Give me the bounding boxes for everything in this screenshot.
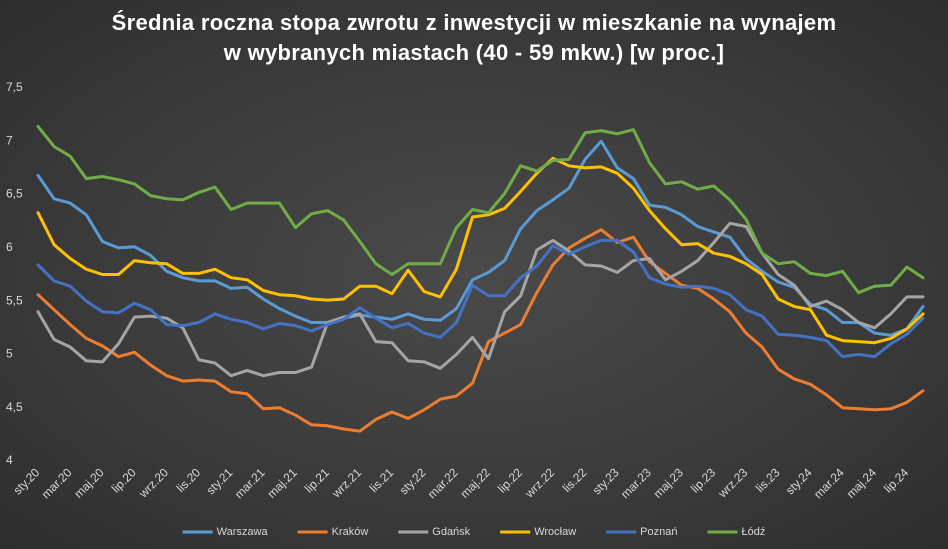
y-tick-label: 6,5 [6, 187, 23, 201]
x-tick-label: maj.20 [71, 465, 107, 501]
legend-label: Łódź [741, 526, 765, 538]
x-tick-label: maj.24 [844, 465, 880, 501]
y-tick-label: 7,5 [6, 80, 23, 94]
x-tick-label: lis.22 [560, 465, 590, 495]
x-tick-label: mar.20 [39, 465, 75, 501]
x-tick-label: maj.22 [458, 465, 494, 501]
chart-title: Średnia roczna stopa zwrotu z inwestycji… [111, 10, 837, 65]
x-tick-label: maj.23 [651, 465, 687, 501]
series-line [36, 124, 925, 295]
x-tick-label: wrz.21 [329, 465, 365, 501]
x-tick-label: maj.21 [264, 465, 300, 501]
y-tick-label: 5,5 [6, 293, 23, 307]
y-tick-label: 6 [6, 240, 13, 254]
x-tick-label: lis.20 [174, 465, 204, 495]
legend-label: Gdańsk [432, 526, 470, 538]
legend-label: Wrocław [534, 526, 576, 538]
x-tick-label: mar.24 [811, 465, 847, 501]
x-tick-label: lip.22 [495, 465, 525, 495]
x-tick-label: sty.20 [10, 465, 42, 497]
x-tick-label: lip.20 [109, 465, 139, 495]
series-line [36, 228, 925, 433]
x-tick-label: lip.24 [881, 465, 911, 495]
series-line [36, 238, 925, 359]
y-tick-label: 5 [6, 347, 13, 361]
series-line [36, 156, 925, 345]
x-tick-label: sty.21 [204, 465, 236, 497]
series-line [36, 221, 925, 378]
x-tick-label: wrz.22 [522, 465, 558, 501]
x-tick-label: sty.23 [590, 465, 622, 497]
x-tick-label: lis.21 [367, 465, 397, 495]
x-tick-label: lis.23 [753, 465, 783, 495]
series-line [36, 139, 925, 337]
y-tick-label: 4,5 [6, 400, 23, 414]
x-tick-label: lip.21 [302, 465, 332, 495]
y-tick-label: 4 [6, 453, 13, 467]
legend-label: Warszawa [217, 526, 269, 538]
y-tick-label: 7 [6, 133, 13, 147]
x-tick-label: mar.21 [232, 465, 268, 501]
x-tick-label: sty.22 [397, 465, 429, 497]
legend-label: Kraków [332, 526, 369, 538]
x-tick-label: mar.22 [425, 465, 461, 501]
x-tick-label: lip.23 [688, 465, 718, 495]
x-tick-label: wrz.23 [715, 465, 751, 501]
x-tick-label: mar.23 [618, 465, 654, 501]
x-tick-label: wrz.20 [135, 465, 171, 501]
x-tick-label: sty.24 [783, 465, 815, 497]
legend-label: Poznań [640, 526, 677, 538]
